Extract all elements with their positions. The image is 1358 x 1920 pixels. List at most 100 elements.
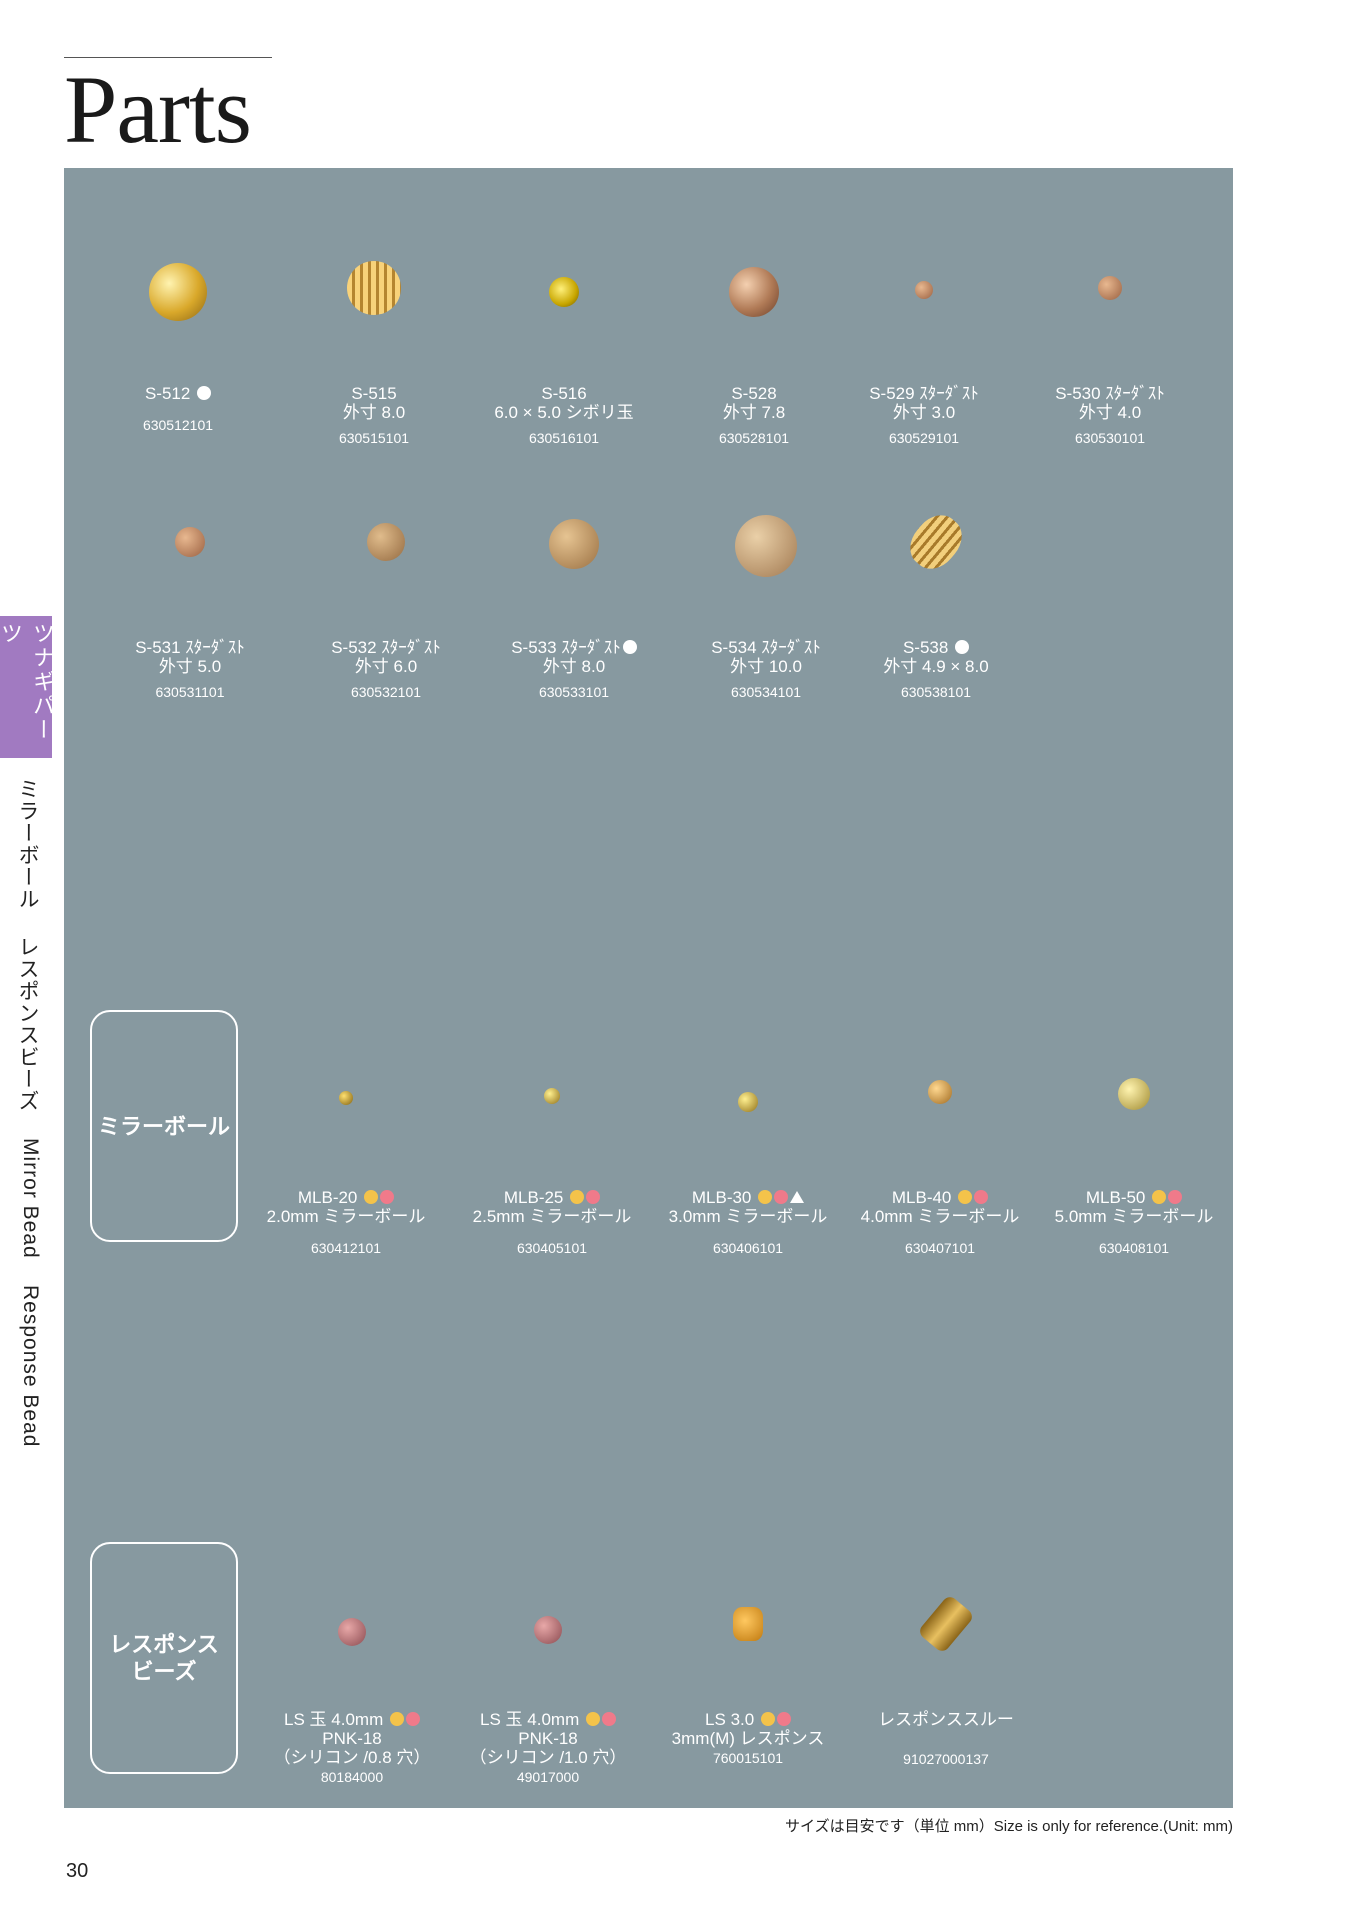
product-s512[interactable]: S-512 630512101 [88, 263, 268, 433]
product-mlb40[interactable]: MLB-40 4.0mm ミラーボール 630407101 [850, 1080, 1030, 1256]
product-name: S-529 ｽﾀｰﾀﾞｽﾄ [869, 384, 979, 403]
product-name: MLB-20 [297, 1188, 358, 1207]
product-name: S-515 [351, 384, 397, 403]
product-mlb20[interactable]: MLB-20 2.0mm ミラーボール 630412101 [256, 1091, 436, 1256]
product-size: 5.0mm ミラーボール [1054, 1207, 1214, 1226]
product-s533[interactable]: S-533 ｽﾀｰﾀﾞｽﾄ 外寸 8.0 630533101 [484, 519, 664, 700]
product-name: S-512 [144, 384, 191, 403]
bead-image [338, 1618, 366, 1646]
product-mlb50[interactable]: MLB-50 5.0mm ミラーボール 630408101 [1044, 1078, 1224, 1256]
side-link-mirror-ball-jp[interactable]: ミラーボール [16, 778, 39, 910]
product-size: 2.0mm ミラーボール [266, 1207, 426, 1226]
product-s516[interactable]: S-516 6.0 × 5.0 シボリ玉 630516101 [474, 277, 654, 446]
bead-image [735, 515, 797, 577]
side-tab[interactable] [0, 616, 52, 758]
product-size: 2.5mm ミラーボール [472, 1207, 632, 1226]
page-number: 30 [66, 1860, 89, 1882]
product-code: 91027000137 [903, 1751, 989, 1767]
page-title: Parts [64, 56, 252, 163]
product-size: 3.0mm ミラーボール [668, 1207, 828, 1226]
product-size: 外寸 8.0 [342, 403, 406, 422]
product-code: 630530101 [1074, 430, 1146, 446]
pink-dot-icon [380, 1190, 395, 1204]
bead-image [729, 267, 779, 317]
side-link-response-bead[interactable]: Response Bead [19, 1284, 42, 1448]
product-size: 外寸 4.0 [1078, 403, 1142, 422]
product-size: 6.0 × 5.0 シボリ玉 [494, 403, 634, 422]
product-s530[interactable]: S-530 ｽﾀｰﾀﾞｽﾄ 外寸 4.0 630530101 [1020, 276, 1200, 446]
product-size: 外寸 3.0 [892, 403, 956, 422]
category-mirror-ball[interactable]: ミラーボール [90, 1010, 238, 1242]
product-code: 630534101 [730, 684, 802, 700]
bead-image [1118, 1078, 1150, 1110]
product-size: 外寸 4.9 × 8.0 [883, 657, 989, 676]
product-s538[interactable]: S-538 外寸 4.9 × 8.0 630538101 [846, 506, 1026, 700]
size-footnote: サイズは目安です（単位 mm）Size is only for referenc… [785, 1818, 1233, 1835]
triangle-icon [790, 1191, 805, 1203]
category-response-beads[interactable]: レスポンス ビーズ [90, 1542, 238, 1774]
product-mlb25[interactable]: MLB-25 2.5mm ミラーボール 630405101 [462, 1088, 642, 1256]
product-size: 外寸 6.0 [354, 657, 418, 676]
product-s529[interactable]: S-529 ｽﾀｰﾀﾞｽﾄ 外寸 3.0 630529101 [834, 281, 1014, 446]
product-code: 630538101 [900, 684, 972, 700]
product-s528[interactable]: S-528 外寸 7.8 630528101 [664, 267, 844, 446]
product-s534[interactable]: S-534 ｽﾀｰﾀﾞｽﾄ 外寸 10.0 630534101 [676, 515, 856, 700]
product-s531[interactable]: S-531 ｽﾀｰﾀﾞｽﾄ 外寸 5.0 630531101 [100, 527, 280, 700]
pink-dot-icon [586, 1190, 601, 1204]
product-name: S-530 ｽﾀｰﾀﾞｽﾄ [1055, 384, 1165, 403]
yellow-dot-icon [1152, 1190, 1167, 1204]
bead-image [534, 1616, 562, 1644]
product-code: 630408101 [1098, 1240, 1170, 1256]
pink-dot-icon [1168, 1190, 1183, 1204]
product-mlb30[interactable]: MLB-30 3.0mm ミラーボール 630406101 [658, 1092, 838, 1256]
product-name: LS 玉 4.0mm [480, 1710, 580, 1729]
product-name: LS 3.0 [705, 1710, 755, 1729]
product-code: 630529101 [888, 430, 960, 446]
product-s532[interactable]: S-532 ｽﾀｰﾀﾞｽﾄ 外寸 6.0 630532101 [296, 523, 476, 700]
product-response-through[interactable]: レスポンススルー 91027000137 [856, 1593, 1036, 1767]
product-name: LS 玉 4.0mm [284, 1710, 384, 1729]
bead-image [347, 261, 401, 315]
product-code: 630406101 [712, 1240, 784, 1256]
yellow-dot-icon [570, 1190, 585, 1204]
product-size: 外寸 8.0 [542, 657, 606, 676]
side-link-mirror-bead[interactable]: Mirror Bead [19, 1138, 42, 1259]
product-s515[interactable]: S-515 外寸 8.0 630515101 [284, 261, 464, 446]
product-name: MLB-25 [503, 1188, 564, 1207]
pink-dot-icon [774, 1190, 789, 1204]
yellow-dot-icon [389, 1712, 404, 1726]
category-label-line2: ビーズ [131, 1659, 197, 1684]
product-name: S-531 ｽﾀｰﾀﾞｽﾄ [135, 638, 245, 657]
product-code: 630512101 [142, 417, 214, 433]
bead-image [544, 1088, 560, 1104]
bead-image [149, 263, 207, 321]
bead-image [915, 281, 933, 299]
product-name: S-534 ｽﾀｰﾀﾞｽﾄ [711, 638, 821, 657]
yellow-dot-icon [585, 1712, 600, 1726]
white-dot-icon [622, 640, 637, 654]
bead-image [339, 1091, 353, 1105]
product-size: 外寸 7.8 [722, 403, 786, 422]
white-dot-icon [197, 386, 212, 400]
product-model: PNK-18 [322, 1729, 382, 1748]
bead-image [733, 1607, 763, 1641]
product-name: S-528 [731, 384, 777, 403]
product-code: 80184000 [320, 1769, 384, 1785]
product-model: PNK-18 [518, 1729, 578, 1748]
product-code: 49017000 [516, 1769, 580, 1785]
white-dot-icon [955, 640, 970, 654]
product-code: 630515101 [338, 430, 410, 446]
product-name: MLB-50 [1085, 1188, 1146, 1207]
title-rule [64, 57, 272, 58]
product-panel [64, 168, 1233, 1808]
product-name: S-532 ｽﾀｰﾀﾞｽﾄ [331, 638, 441, 657]
bead-image [367, 523, 405, 561]
product-ls-pnk18-10[interactable]: LS 玉 4.0mm PNK-18 （シリコン /1.0 穴） 49017000 [458, 1616, 638, 1785]
product-name: S-516 [541, 384, 587, 403]
product-ls-pnk18-08[interactable]: LS 玉 4.0mm PNK-18 （シリコン /0.8 穴） 80184000 [262, 1618, 442, 1785]
product-ls30[interactable]: LS 3.0 3mm(M) レスポンス 760015101 [658, 1607, 838, 1766]
product-name: S-538 [902, 638, 949, 657]
bead-image [1098, 276, 1122, 300]
product-size: 4.0mm ミラーボール [860, 1207, 1020, 1226]
side-link-response-bead-jp[interactable]: レスポンスビーズ [16, 936, 39, 1112]
